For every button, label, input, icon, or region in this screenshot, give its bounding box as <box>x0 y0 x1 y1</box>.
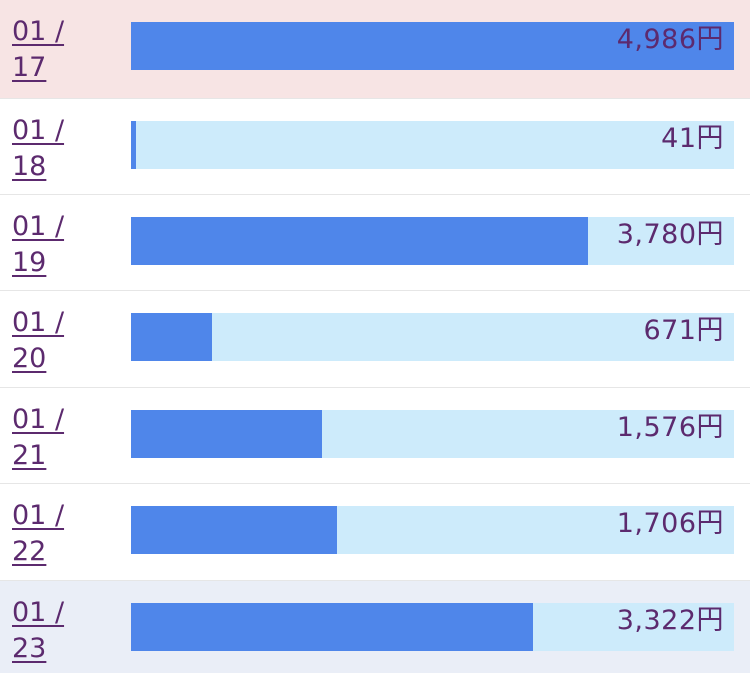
bar-track <box>131 506 734 554</box>
date-day-label: 17 <box>12 52 47 83</box>
date-link[interactable]: 01 / 19 <box>12 209 102 281</box>
date-month-label: 01 / <box>12 211 65 242</box>
date-month-label: 01 / <box>12 16 65 47</box>
date-link[interactable]: 01 / 21 <box>12 402 102 474</box>
date-day-label: 19 <box>12 247 47 278</box>
bar-fill <box>131 121 136 169</box>
date-day-label: 21 <box>12 440 47 471</box>
amount-value-label: 671円 <box>643 315 724 346</box>
spending-row: 01 / 17 4,986円 <box>0 0 750 98</box>
amount-value-label: 1,706円 <box>616 508 724 539</box>
bar-track <box>131 313 734 361</box>
bar-fill <box>131 217 589 265</box>
bar-fill <box>131 313 213 361</box>
bar-track <box>131 121 734 169</box>
bar-fill <box>131 603 533 651</box>
date-month-label: 01 / <box>12 307 65 338</box>
date-day-label: 20 <box>12 343 47 374</box>
spending-row: 01 / 20 671円 <box>0 290 750 387</box>
date-month-label: 01 / <box>12 404 65 435</box>
date-day-label: 18 <box>12 151 47 182</box>
date-link[interactable]: 01 / 23 <box>12 595 102 667</box>
date-day-label: 22 <box>12 536 47 567</box>
spending-row: 01 / 19 3,780円 <box>0 194 750 290</box>
spending-row: 01 / 22 1,706円 <box>0 483 750 580</box>
spending-row: 01 / 21 1,576円 <box>0 387 750 483</box>
bar-track <box>131 217 734 265</box>
date-month-label: 01 / <box>12 500 65 531</box>
bar-fill <box>131 410 322 458</box>
date-month-label: 01 / <box>12 115 65 146</box>
date-day-label: 23 <box>12 633 47 664</box>
date-month-label: 01 / <box>12 597 65 628</box>
amount-value-label: 1,576円 <box>616 412 724 443</box>
bar-track <box>131 410 734 458</box>
bar-fill <box>131 22 734 70</box>
amount-value-label: 3,780円 <box>616 219 724 250</box>
spending-row: 01 / 23 3,322円 <box>0 580 750 673</box>
date-link[interactable]: 01 / 20 <box>12 305 102 377</box>
date-link[interactable]: 01 / 17 <box>12 14 102 86</box>
date-link[interactable]: 01 / 22 <box>12 498 102 570</box>
bar-fill <box>131 506 338 554</box>
date-link[interactable]: 01 / 18 <box>12 113 102 185</box>
amount-value-label: 4,986円 <box>616 24 724 55</box>
amount-value-label: 3,322円 <box>616 605 724 636</box>
spending-row: 01 / 18 41円 <box>0 98 750 194</box>
bar-track <box>131 22 734 70</box>
amount-value-label: 41円 <box>661 123 724 154</box>
bar-track <box>131 603 734 651</box>
